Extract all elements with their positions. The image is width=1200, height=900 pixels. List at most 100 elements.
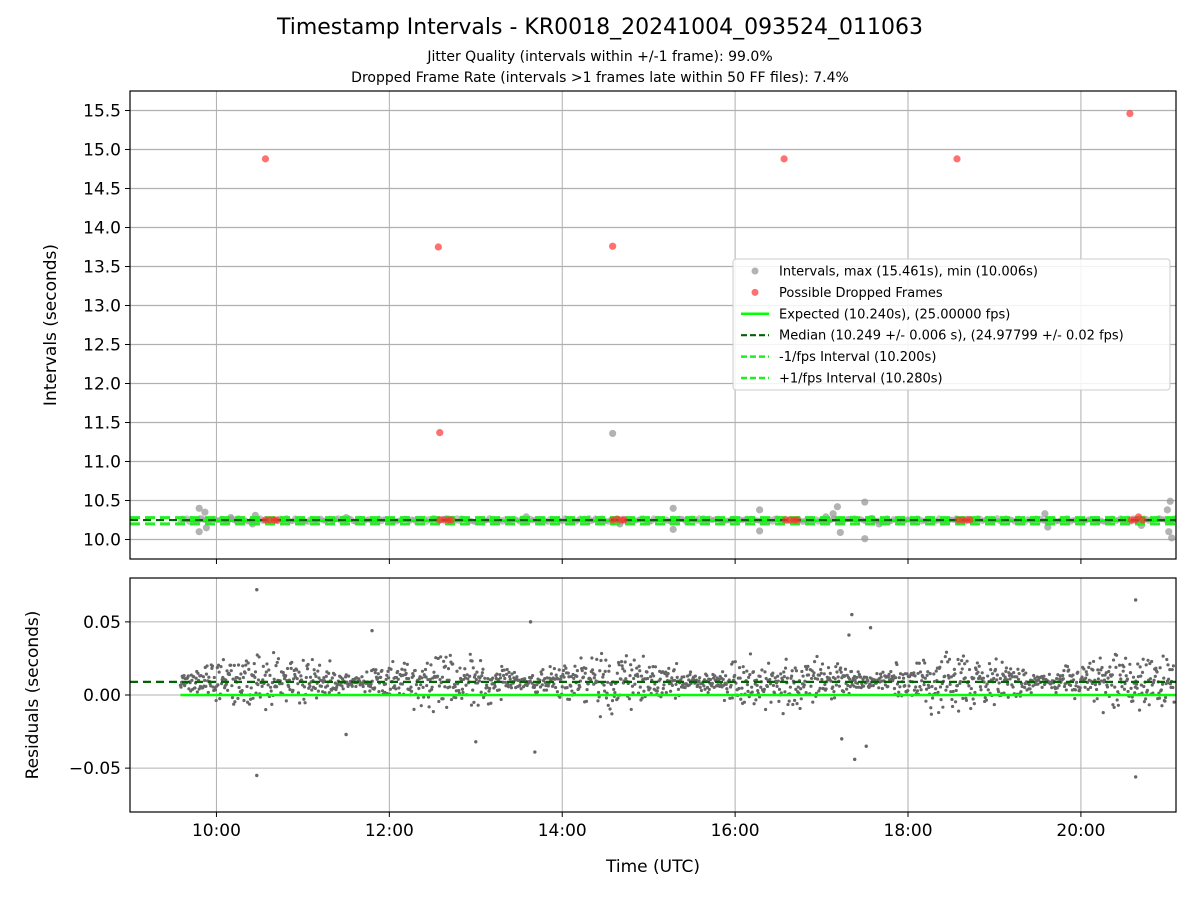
residual-point [253, 670, 258, 674]
residual-point [1080, 675, 1084, 679]
residuals-plot-area [130, 578, 1176, 812]
residual-point [1007, 671, 1011, 675]
residual-point [750, 685, 754, 689]
residual-point [249, 686, 253, 690]
residual-point [451, 662, 455, 666]
residual-point [350, 684, 354, 688]
residual-point [987, 661, 992, 666]
x-axis-label: Time (UTC) [605, 857, 700, 877]
residual-point [479, 690, 483, 694]
residual-point [478, 676, 482, 680]
residual-point [258, 695, 262, 699]
residual-point [552, 666, 556, 671]
residual-point [645, 670, 649, 674]
residual-point [739, 697, 743, 701]
residual-point [1084, 670, 1088, 674]
residual-point [598, 669, 602, 673]
residual-point [769, 700, 773, 704]
residual-point [953, 700, 958, 704]
residual-point [374, 668, 378, 672]
residual-point [187, 687, 191, 691]
residual-point [391, 659, 395, 664]
residual-point [1012, 671, 1016, 675]
residual-point [1116, 703, 1120, 707]
residual-point [255, 773, 259, 778]
residual-point [762, 687, 766, 691]
residual-point [1147, 703, 1151, 707]
residual-point [1129, 686, 1133, 690]
residual-point [1019, 690, 1023, 694]
residual-point [811, 673, 815, 678]
residual-point [941, 705, 945, 709]
residual-point [592, 676, 596, 680]
residual-point [379, 675, 383, 679]
residual-point [599, 658, 603, 663]
residual-point [411, 674, 415, 678]
residual-point [586, 682, 590, 686]
residual-point [608, 707, 612, 711]
residual-point [603, 689, 607, 693]
residual-point [1024, 671, 1028, 675]
x-tick-label: 10:00 [192, 821, 241, 841]
residual-point [917, 661, 921, 665]
residual-point [922, 683, 926, 687]
residual-point [288, 687, 292, 692]
residual-point [1112, 705, 1116, 710]
residual-point [642, 689, 646, 693]
residual-point [1050, 686, 1054, 690]
residual-point [429, 663, 433, 667]
residual-point [347, 674, 351, 678]
residual-point [1164, 682, 1168, 686]
residual-point [425, 661, 429, 665]
residual-point [1154, 666, 1158, 670]
residual-point [839, 670, 843, 674]
residual-point [924, 687, 929, 691]
residual-point [561, 672, 565, 677]
dropped-frame-point [780, 155, 788, 163]
residual-point [871, 684, 875, 688]
residual-point [1120, 685, 1124, 689]
residual-point [569, 674, 573, 679]
residual-point [471, 666, 475, 670]
residual-point [385, 673, 389, 677]
residual-point [936, 690, 940, 694]
intervals-panel: 10.0 10.5 11.0 11.5 12.0 12.5 13.0 13.5 14.0 14.5… [41, 90, 1177, 564]
residual-point [934, 687, 938, 691]
residual-point [727, 678, 731, 682]
residual-point [481, 667, 485, 671]
residual-point [688, 673, 692, 677]
residual-point [1000, 660, 1004, 664]
residual-point [468, 652, 472, 656]
residual-point [624, 654, 629, 658]
residual-point [1128, 662, 1132, 666]
residual-point [725, 687, 729, 691]
residual-point [196, 671, 200, 675]
residual-point [214, 698, 218, 703]
residual-point [782, 674, 786, 679]
residual-point [702, 684, 706, 688]
residual-point [846, 683, 850, 688]
residual-point [285, 666, 290, 671]
interval-point [756, 506, 764, 514]
y-tick-label: 15.5 [83, 102, 121, 122]
interval-point [227, 514, 235, 522]
residual-point [923, 676, 927, 680]
residual-point [666, 671, 670, 676]
residual-point [836, 675, 840, 679]
residual-point [1160, 704, 1164, 708]
residual-point [509, 683, 513, 687]
residual-point [437, 699, 441, 704]
residual-point [1107, 669, 1111, 674]
residual-point [360, 682, 365, 686]
residual-point [820, 662, 825, 666]
residual-point [549, 672, 553, 676]
residual-point [648, 686, 652, 690]
residual-point [473, 673, 477, 677]
residual-point [783, 690, 787, 694]
chart-title: Timestamp Intervals - KR0018_20241004_09… [276, 15, 924, 40]
residual-point [1099, 679, 1104, 683]
residual-point [961, 654, 966, 658]
residual-point [590, 656, 594, 660]
residual-point [249, 697, 253, 701]
residual-point [974, 667, 978, 672]
